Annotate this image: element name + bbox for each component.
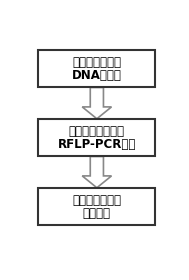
Text: 目的片段的获得和: 目的片段的获得和	[69, 125, 125, 138]
Text: 基因型的判定和: 基因型的判定和	[72, 194, 121, 207]
Text: 猪耳样的采集和: 猪耳样的采集和	[72, 56, 121, 69]
Text: 关联分析: 关联分析	[83, 207, 111, 220]
FancyArrow shape	[82, 157, 112, 188]
FancyArrow shape	[82, 87, 112, 119]
FancyBboxPatch shape	[38, 50, 155, 87]
FancyBboxPatch shape	[38, 188, 155, 225]
FancyBboxPatch shape	[38, 119, 155, 157]
Text: RFLP-PCR检测: RFLP-PCR检测	[58, 137, 136, 151]
Text: DNA的抽取: DNA的抽取	[72, 69, 122, 81]
